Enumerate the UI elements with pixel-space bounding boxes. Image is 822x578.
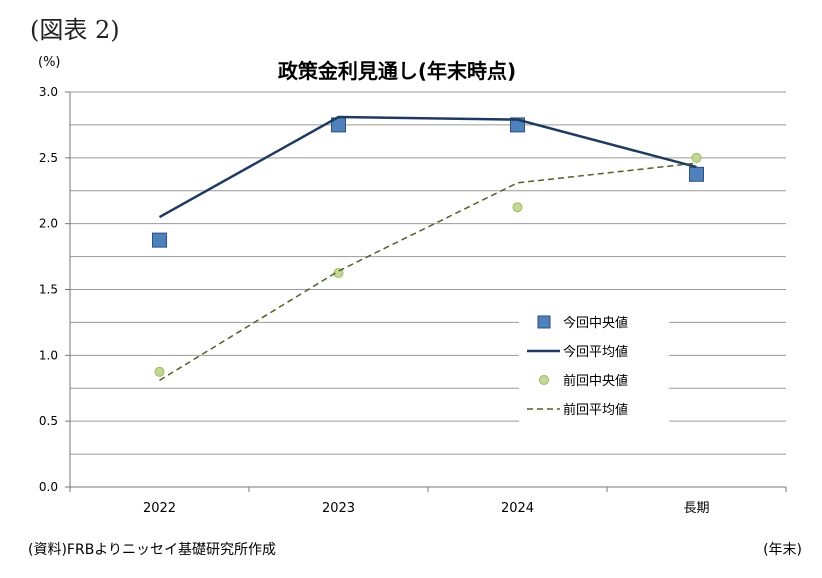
- x-tick-label: 2024: [501, 501, 534, 516]
- data-point: [154, 366, 165, 377]
- series-4: [159, 162, 697, 381]
- legend-item: 今回平均値: [527, 344, 628, 360]
- legend-item: 今回中央値: [537, 315, 628, 331]
- data-point: [152, 232, 167, 248]
- chart-title: 政策金利見通し(年末時点): [278, 59, 516, 83]
- x-tick-labels: 2022 2023 2024 長期: [143, 501, 710, 516]
- legend-item: 前回中央値: [539, 373, 628, 389]
- x-tick-label: 長期: [683, 501, 709, 516]
- y-axis-unit-label: (%): [38, 55, 61, 70]
- series-line: [159, 162, 697, 381]
- series-2: [158, 115, 697, 219]
- data-point: [691, 152, 702, 163]
- legend-item: 前回平均値: [527, 402, 628, 418]
- x-tick-label: 2022: [143, 501, 176, 516]
- source-note: (資料)FRBよりニッセイ基礎研究所作成: [28, 542, 277, 558]
- y-tick-label: 1.0: [39, 348, 58, 362]
- y-tick-label: 0.0: [39, 480, 58, 494]
- figure-label: (図表 2): [30, 16, 120, 44]
- legend-swatch: [539, 375, 549, 385]
- gridlines: [70, 91, 786, 488]
- series-layer: [152, 115, 704, 381]
- axes: [65, 91, 787, 492]
- x-tick-label: 2023: [322, 501, 355, 516]
- legend-swatch: [537, 315, 551, 329]
- series-1: [152, 117, 704, 248]
- y-tick-label: 1.5: [39, 283, 58, 297]
- y-tick-label: 2.5: [39, 151, 58, 165]
- y-tick-label: 3.0: [39, 85, 58, 99]
- x-axis-unit-label: (年末): [763, 542, 802, 558]
- legend-label: 前回中央値: [563, 373, 628, 389]
- data-point: [512, 202, 523, 213]
- y-tick-label: 0.5: [39, 414, 58, 428]
- y-tick-label: 2.0: [39, 217, 58, 231]
- legend-label: 今回中央値: [563, 315, 628, 331]
- legend-label: 今回平均値: [563, 344, 628, 360]
- y-tick-labels: 0.0 0.5 1.0 1.5 2.0 2.5 3.0: [39, 85, 58, 494]
- data-point: [689, 166, 704, 182]
- legend-label: 前回平均値: [563, 402, 628, 418]
- series-line: [158, 115, 697, 219]
